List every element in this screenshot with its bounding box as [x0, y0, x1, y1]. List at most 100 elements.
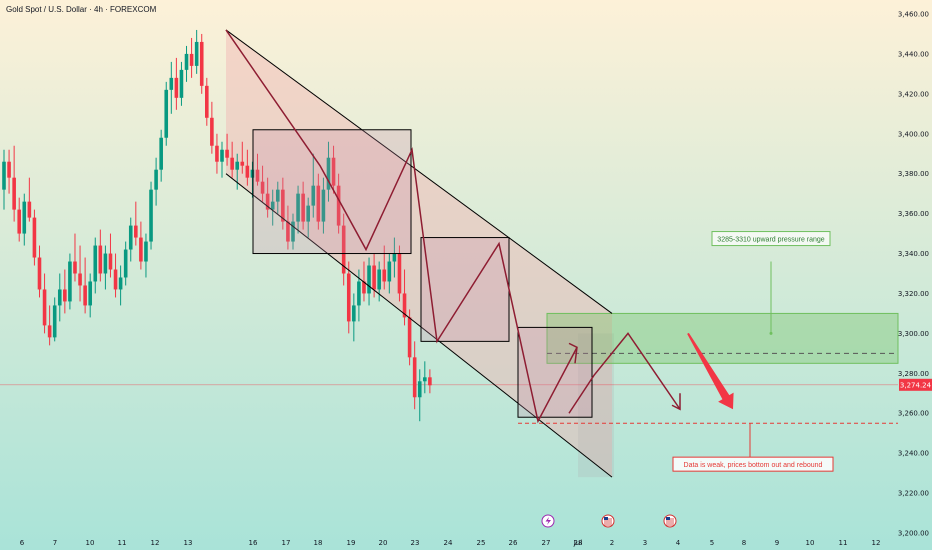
candle-body	[402, 293, 407, 318]
x-tick-label: 8	[742, 539, 746, 547]
candle-body	[123, 249, 128, 278]
y-tick-label: 3,420.00	[898, 90, 929, 98]
x-tick-label: 4	[676, 539, 681, 547]
y-tick-label: 3,440.00	[898, 50, 929, 58]
consolidation-box	[517, 326, 593, 418]
y-tick-label: 3,280.00	[898, 370, 929, 378]
candle-body	[27, 201, 32, 218]
candle-body	[210, 117, 214, 146]
zigzag-wave	[225, 29, 578, 424]
candle-body	[250, 169, 255, 178]
candle-body	[169, 77, 174, 90]
x-tick-label: 11	[839, 539, 848, 547]
y-tick-label: 3,400.00	[898, 130, 929, 138]
candle-body	[68, 261, 72, 302]
candle-body	[37, 257, 42, 290]
candle-body	[321, 189, 326, 222]
candle-body	[83, 285, 87, 306]
candle-body	[230, 157, 234, 170]
candle-body	[189, 53, 194, 66]
x-tick-label: 19	[347, 539, 356, 547]
axis-layer: 3,460.00 3,440.00 3,420.00 3,400.00 3,380.00…	[20, 10, 932, 547]
x-tick-label: 12	[151, 539, 160, 547]
y-tick-label: 3,460.00	[898, 10, 929, 18]
y-tick-label: 3,300.00	[898, 330, 929, 338]
candle-body	[88, 281, 92, 306]
x-tick-label: 27	[542, 539, 551, 547]
candle-body	[346, 273, 351, 322]
x-tick-label: 3	[643, 539, 647, 547]
x-tick-label: 2	[610, 539, 614, 547]
y-tick-label: 3,200.00	[898, 530, 929, 538]
candle-body	[255, 169, 260, 182]
candle-body	[73, 261, 77, 274]
y-tick-label: 3,320.00	[898, 290, 929, 298]
candle-body	[194, 41, 199, 66]
candle-body	[42, 289, 47, 326]
lightning-glyph	[545, 517, 551, 525]
candle-body	[311, 185, 316, 206]
candle-body	[113, 269, 118, 290]
pressure-label-text: 3285-3310 upward pressure range	[717, 237, 825, 244]
y-tick-label: 3,340.00	[898, 250, 929, 258]
pressure-label-box	[711, 231, 831, 247]
candle-body	[326, 157, 331, 190]
x-tick-label: 5	[710, 539, 714, 547]
pressure-label-anchor	[769, 331, 773, 335]
candle-body	[12, 177, 16, 210]
x-tick-label: 25	[477, 539, 486, 547]
zigzag-arrowhead	[568, 342, 578, 364]
candle-body	[154, 169, 158, 190]
x-tick-label: 28	[574, 539, 583, 547]
candle-body	[63, 289, 67, 302]
candle-body	[291, 221, 295, 242]
us-flag-icon	[663, 514, 677, 528]
candle-body	[423, 377, 427, 382]
candle-body	[392, 253, 397, 262]
candle-body	[149, 189, 153, 242]
candle-body	[382, 269, 387, 282]
candle-body	[22, 201, 27, 234]
flag-canton	[666, 517, 670, 520]
candle-body	[159, 137, 163, 170]
candle-body	[103, 253, 108, 274]
candle-body	[205, 85, 209, 118]
candle-body	[118, 277, 123, 290]
consolidation-box	[420, 237, 510, 342]
candle-body	[331, 157, 336, 186]
candle-body	[281, 189, 285, 222]
candle-body	[372, 265, 376, 290]
candle-body	[184, 53, 189, 70]
candle-body	[164, 89, 169, 138]
candle-body	[78, 273, 82, 286]
last-price-tag	[899, 378, 932, 391]
candle-body	[245, 165, 250, 178]
x-tick-label: 7	[53, 539, 57, 547]
candle-body	[397, 253, 402, 294]
candle-body	[2, 161, 6, 190]
projection-path	[568, 332, 681, 414]
drawings-back-layer	[0, 29, 899, 478]
candle-body	[270, 201, 275, 210]
candle-body	[286, 221, 290, 242]
x-tick-label: 17	[282, 539, 291, 547]
candle-body	[7, 161, 11, 178]
candle-body	[134, 225, 138, 238]
candle-body	[306, 205, 310, 222]
candle-body	[215, 145, 219, 162]
x-tick-label: 26	[509, 539, 518, 547]
candle-body	[240, 161, 245, 166]
x-tick-label: 20	[379, 539, 388, 547]
candle-body	[139, 237, 143, 262]
x-tick-label: 10	[86, 539, 95, 547]
candle-body	[128, 225, 133, 250]
down-arrow	[687, 332, 734, 410]
candle-body	[417, 381, 422, 398]
y-tick-label: 3,220.00	[898, 490, 929, 498]
channel-lower-line	[225, 173, 613, 478]
candle-body	[407, 317, 412, 358]
candle-body	[336, 185, 341, 226]
chart-title: Gold Spot / U.S. Dollar · 4h · FOREXCOM	[6, 5, 157, 14]
candle-body	[362, 281, 366, 294]
